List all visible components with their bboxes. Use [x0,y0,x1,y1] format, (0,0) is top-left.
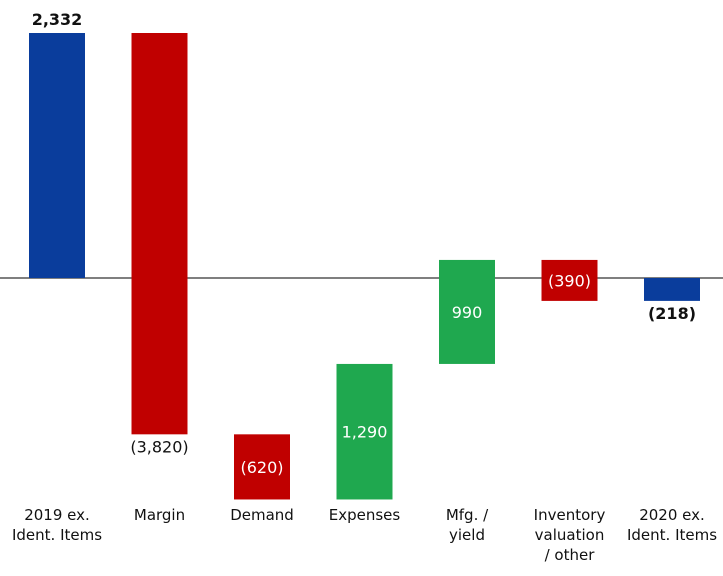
bar-5 [541,259,598,301]
category-label-3: Expenses [329,506,401,524]
bar-label-4: 990 [452,303,483,322]
category-label-2: Demand [230,506,294,524]
bar-label-3: 1,290 [342,423,388,442]
bar-3 [336,363,393,500]
bar-label-1: (3,820) [130,437,188,456]
bar-4 [439,259,495,364]
bar-1 [131,33,188,435]
bar-label-6: (218) [648,304,696,323]
category-label-0: 2019 ex. Ident. Items [12,506,102,544]
category-label-5: Inventory valuation / other [534,506,606,564]
category-label-1: Margin [134,506,185,524]
bar-0 [29,33,85,278]
bar-label-0: 2,332 [32,10,83,29]
bar-label-5: (390) [548,271,591,290]
bar-label-2: (620) [240,458,283,477]
category-label-6: 2020 ex. Ident. Items [627,506,717,544]
category-label-4: Mfg. / yield [446,506,489,544]
bar-6 [644,278,700,301]
bar-2 [234,434,290,500]
